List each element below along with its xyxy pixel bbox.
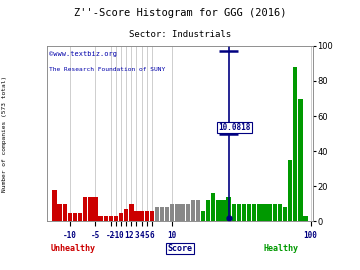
Text: Healthy: Healthy <box>264 244 299 253</box>
Bar <box>124 209 129 221</box>
Bar <box>303 216 308 221</box>
Text: ©www.textbiz.org: ©www.textbiz.org <box>49 51 117 57</box>
Bar <box>257 204 262 221</box>
Bar <box>134 211 139 221</box>
Bar <box>247 204 251 221</box>
Bar <box>170 204 175 221</box>
Bar <box>180 204 185 221</box>
Bar <box>211 193 216 221</box>
Bar <box>104 216 108 221</box>
Bar <box>237 204 241 221</box>
Text: Z''-Score Histogram for GGG (2016): Z''-Score Histogram for GGG (2016) <box>74 8 286 18</box>
Bar <box>93 197 98 221</box>
Bar <box>68 213 72 221</box>
Bar <box>191 200 195 221</box>
Bar <box>196 200 200 221</box>
Bar <box>129 204 134 221</box>
Bar <box>160 207 164 221</box>
Text: 10.0818: 10.0818 <box>219 123 251 132</box>
Bar <box>242 204 246 221</box>
Bar <box>252 204 256 221</box>
Bar <box>221 200 226 221</box>
Bar <box>58 204 62 221</box>
Bar <box>267 204 272 221</box>
Bar <box>231 204 236 221</box>
Text: Number of companies (573 total): Number of companies (573 total) <box>2 76 7 192</box>
Text: The Research Foundation of SUNY: The Research Foundation of SUNY <box>49 67 166 72</box>
Bar <box>73 213 77 221</box>
Bar <box>114 216 118 221</box>
Text: Score: Score <box>167 244 193 253</box>
Bar <box>288 160 292 221</box>
Bar <box>155 207 159 221</box>
Bar <box>139 211 144 221</box>
Bar <box>293 67 297 221</box>
Bar <box>262 204 267 221</box>
Text: Unhealthy: Unhealthy <box>51 244 96 253</box>
Bar <box>165 207 169 221</box>
Bar <box>298 99 302 221</box>
Text: Sector: Industrials: Sector: Industrials <box>129 30 231 39</box>
Bar <box>63 204 67 221</box>
Bar <box>216 200 221 221</box>
Bar <box>226 197 231 221</box>
Bar <box>175 204 180 221</box>
Bar <box>119 213 123 221</box>
Bar <box>78 213 82 221</box>
Bar <box>150 211 154 221</box>
Bar <box>144 211 149 221</box>
Bar <box>109 216 113 221</box>
Bar <box>278 204 282 221</box>
Bar <box>185 204 190 221</box>
Bar <box>201 211 205 221</box>
Bar <box>98 216 103 221</box>
Bar <box>273 204 277 221</box>
Bar <box>83 197 87 221</box>
Bar <box>206 200 210 221</box>
Bar <box>283 207 287 221</box>
Bar <box>52 190 57 221</box>
Bar <box>88 197 93 221</box>
